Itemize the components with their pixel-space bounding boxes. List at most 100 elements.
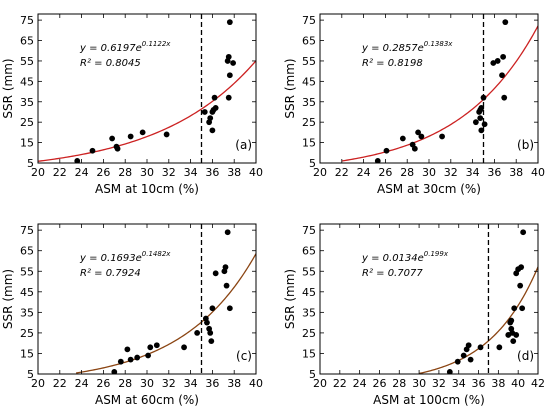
y-axis-label: SSR (mm) <box>1 58 15 118</box>
data-point <box>510 338 517 345</box>
data-point <box>496 344 503 351</box>
x-tick-label: 28 <box>400 166 414 179</box>
x-tick-label: 38 <box>491 377 505 390</box>
data-point <box>114 145 121 152</box>
fit-curve <box>38 60 256 162</box>
data-point <box>181 344 187 351</box>
r-squared-label: R² = 0.7924 <box>80 268 141 279</box>
data-point <box>111 369 118 374</box>
plot-frame <box>37 223 257 375</box>
y-tick-label: 25 <box>20 327 34 340</box>
y-tick-label: 15 <box>20 347 34 360</box>
x-tick-label: 22 <box>333 377 347 390</box>
data-point <box>230 60 237 66</box>
data-point <box>415 129 421 136</box>
data-point <box>399 135 406 142</box>
data-point <box>134 354 141 361</box>
data-point <box>207 330 214 336</box>
data-point <box>204 319 210 326</box>
x-tick-label: 26 <box>372 377 386 390</box>
y-tick-label: 35 <box>20 96 34 109</box>
y-tick-label: 15 <box>20 137 34 150</box>
data-point <box>518 264 525 271</box>
y-tick-label: 5 <box>27 368 34 381</box>
data-point <box>127 356 134 363</box>
x-tick-label: 20 <box>31 166 45 179</box>
y-tick-label: 5 <box>27 157 34 170</box>
x-tick-label: 26 <box>378 166 392 179</box>
data-point <box>226 305 233 312</box>
y-tick-label: 25 <box>302 116 316 129</box>
data-point <box>511 305 518 312</box>
data-point <box>226 19 233 26</box>
y-tick-label: 75 <box>302 14 316 27</box>
data-point <box>472 119 479 126</box>
data-point <box>127 133 134 140</box>
fit-curve <box>341 25 538 162</box>
data-point <box>225 94 232 101</box>
data-point <box>383 147 390 154</box>
y-tick-label: 25 <box>20 116 34 129</box>
data-point <box>454 358 461 365</box>
x-tick-label: 32 <box>162 377 176 390</box>
y-tick-label: 65 <box>302 245 316 258</box>
y-tick-label: 45 <box>20 286 34 299</box>
x-tick-label: 36 <box>205 166 219 179</box>
x-tick-label: 38 <box>509 166 523 179</box>
y-tick-label: 5 <box>309 157 316 170</box>
data-point <box>499 72 505 79</box>
y-axis-label: SSR (mm) <box>283 269 297 329</box>
fit-equation-exponent: 0.199x <box>424 250 449 258</box>
x-tick-label: 36 <box>205 377 219 390</box>
y-tick-label: 15 <box>302 347 316 360</box>
x-tick-label: 24 <box>75 377 89 390</box>
data-point <box>465 342 472 349</box>
plot-frame <box>37 13 257 164</box>
data-point <box>124 346 131 353</box>
data-point <box>490 60 497 66</box>
panel-label: (d) <box>517 349 534 363</box>
fit-equation: y = 0.2857e0.1383x <box>361 40 453 54</box>
data-point <box>145 352 151 359</box>
panel-b: 20 22 24 26 28 30 32 34 36 38 40 5 15 25 35 45 55 65 75 ASM… <box>283 13 545 196</box>
y-tick-label: 45 <box>302 286 316 299</box>
x-tick-label: 30 <box>140 166 154 179</box>
data-point <box>139 129 146 136</box>
fit-equation-main: y = 0.0134e <box>361 253 424 264</box>
x-axis-label: ASM at 60cm (%) <box>95 393 199 407</box>
y-tick-label: 35 <box>302 306 316 319</box>
data-point <box>212 104 219 111</box>
y-tick-label: 75 <box>20 14 34 27</box>
data-point <box>478 104 485 111</box>
x-axis-label: ASM at 10cm (%) <box>95 182 199 196</box>
fit-equation-main: y = 0.6197e <box>79 43 142 54</box>
data-point <box>194 330 201 336</box>
data-point <box>480 94 487 101</box>
panel-d: 20 22 24 26 28 30 32 34 36 38 40 42 5 15 25 35 45 55 65 75 A… <box>283 223 545 407</box>
data-point <box>481 121 488 128</box>
data-point <box>477 344 484 351</box>
y-tick-label: 45 <box>20 75 34 88</box>
x-axis-label: ASM at 30cm (%) <box>377 182 481 196</box>
y-tick-label: 55 <box>20 265 34 278</box>
data-point <box>225 53 232 60</box>
x-tick-label: 34 <box>184 166 198 179</box>
y-axis-label: SSR (mm) <box>283 58 297 118</box>
y-tick-label: 55 <box>302 55 316 68</box>
x-tick-label: 22 <box>53 377 67 390</box>
x-tick-label: 32 <box>432 377 446 390</box>
x-tick-label: 36 <box>472 377 486 390</box>
fit-equation-exponent: 0.1122x <box>142 40 171 48</box>
x-tick-label: 28 <box>118 166 132 179</box>
y-axis-label: SSR (mm) <box>1 269 15 329</box>
y-tick-label: 65 <box>20 245 34 258</box>
y-tick-label: 35 <box>302 96 316 109</box>
data-point <box>209 305 216 312</box>
y-tick-label: 55 <box>20 55 34 68</box>
x-tick-label: 28 <box>392 377 406 390</box>
x-tick-label: 20 <box>313 377 327 390</box>
data-point <box>153 342 160 349</box>
fit-equation: y = 0.1693e0.1482x <box>79 250 171 264</box>
x-tick-label: 24 <box>357 166 371 179</box>
fit-equation-main: y = 0.1693e <box>79 253 142 264</box>
